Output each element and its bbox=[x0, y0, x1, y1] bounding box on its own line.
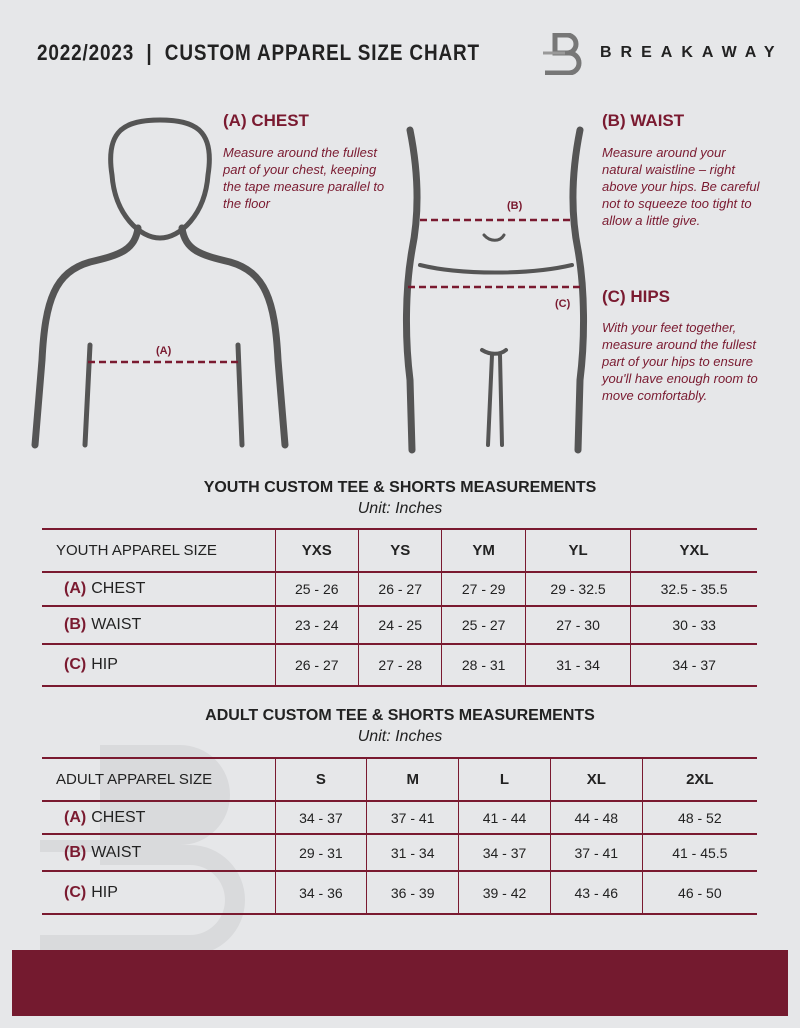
waist-marker: (B) bbox=[507, 200, 523, 212]
brand-name: BREAKAWAY bbox=[600, 44, 784, 61]
row-label: HIP bbox=[91, 656, 118, 673]
row-tag: (A) bbox=[64, 580, 87, 597]
header-cell: ADULT APPAREL SIZE bbox=[42, 757, 275, 802]
table-row: (C) HIP 34 - 36 36 - 39 39 - 42 43 - 46 46 - 5… bbox=[42, 870, 757, 915]
body-diagrams bbox=[31, 117, 588, 454]
size-cell: YM bbox=[441, 528, 526, 573]
value-cell: 24 - 25 bbox=[357, 605, 442, 645]
waist-instructions: Measure around your natural waistline – … bbox=[602, 145, 760, 228]
size-cell: 2XL bbox=[641, 757, 757, 802]
waist-heading: (B) WAIST bbox=[602, 111, 685, 130]
value-cell: 34 - 36 bbox=[274, 870, 367, 915]
value-cell: 43 - 46 bbox=[549, 870, 643, 915]
row-label: WAIST bbox=[91, 843, 142, 861]
adult-table-title: ADULT CUSTOM TEE & SHORTS MEASUREMENTS bbox=[205, 707, 595, 724]
row-tag: (C) bbox=[64, 656, 87, 673]
value-cell: 25 - 26 bbox=[274, 571, 359, 607]
size-cell: S bbox=[274, 757, 367, 802]
adult-size-table: ADULT APPAREL SIZE S M L XL 2XL (A) CHEST… bbox=[42, 757, 757, 915]
value-cell: 32.5 - 35.5 bbox=[630, 571, 757, 607]
value-cell: 41 - 45.5 bbox=[641, 833, 757, 872]
value-cell: 25 - 27 bbox=[441, 605, 526, 645]
size-cell: L bbox=[458, 757, 551, 802]
value-cell: 41 - 44 bbox=[458, 800, 551, 835]
size-cell: YXS bbox=[274, 528, 359, 573]
table-row: (B) WAIST 23 - 24 24 - 25 25 - 27 27 - 30 30 -… bbox=[42, 605, 757, 645]
size-cell: M bbox=[366, 757, 459, 802]
value-cell: 23 - 24 bbox=[274, 605, 359, 645]
table-header-row: ADULT APPAREL SIZE S M L XL 2XL bbox=[42, 757, 757, 802]
row-tag: (A) bbox=[64, 808, 87, 826]
footer-bar bbox=[12, 950, 788, 1016]
value-cell: 29 - 32.5 bbox=[524, 571, 631, 607]
size-cell: YL bbox=[524, 528, 631, 573]
value-cell: 27 - 28 bbox=[357, 643, 442, 687]
hips-heading: (C) HIPS bbox=[602, 287, 670, 306]
table-header-row: YOUTH APPAREL SIZE YXS YS YM YL YXL bbox=[42, 528, 757, 573]
row-tag: (B) bbox=[64, 843, 87, 861]
table-row: (C) HIP 26 - 27 27 - 28 28 - 31 31 - 34 34 - 3… bbox=[42, 643, 757, 687]
value-cell: 39 - 42 bbox=[458, 870, 551, 915]
lower-body-figure bbox=[402, 126, 588, 454]
row-label: WAIST bbox=[91, 616, 142, 633]
value-cell: 34 - 37 bbox=[458, 833, 551, 872]
value-cell: 28 - 31 bbox=[441, 643, 526, 687]
chest-marker: (A) bbox=[156, 345, 172, 357]
breakaway-logo-icon bbox=[543, 33, 582, 75]
value-cell: 27 - 29 bbox=[441, 571, 526, 607]
size-cell: YS bbox=[357, 528, 442, 573]
row-tag: (C) bbox=[64, 883, 87, 901]
size-cell: YXL bbox=[630, 528, 757, 573]
upper-body-figure bbox=[31, 117, 289, 449]
hips-marker: (C) bbox=[555, 298, 571, 310]
value-cell: 30 - 33 bbox=[630, 605, 757, 645]
youth-table-unit: Unit: Inches bbox=[357, 500, 443, 517]
hips-instructions: With your feet together, measure around … bbox=[602, 320, 758, 403]
value-cell: 26 - 27 bbox=[357, 571, 442, 607]
youth-table-title: YOUTH CUSTOM TEE & SHORTS MEASUREMENTS bbox=[203, 479, 597, 496]
chest-heading: (A) CHEST bbox=[223, 111, 309, 130]
value-cell: 27 - 30 bbox=[524, 605, 631, 645]
value-cell: 29 - 31 bbox=[274, 833, 367, 872]
row-label: CHEST bbox=[91, 808, 146, 826]
value-cell: 44 - 48 bbox=[549, 800, 643, 835]
value-cell: 34 - 37 bbox=[274, 800, 367, 835]
value-cell: 34 - 37 bbox=[630, 643, 757, 687]
value-cell: 36 - 39 bbox=[366, 870, 459, 915]
value-cell: 48 - 52 bbox=[641, 800, 757, 835]
value-cell: 31 - 34 bbox=[366, 833, 459, 872]
header-cell: YOUTH APPAREL SIZE bbox=[42, 528, 275, 573]
row-tag: (B) bbox=[64, 616, 87, 633]
value-cell: 37 - 41 bbox=[366, 800, 459, 835]
value-cell: 31 - 34 bbox=[524, 643, 631, 687]
chest-instructions: Measure around the fullest part of your … bbox=[223, 145, 385, 211]
value-cell: 46 - 50 bbox=[641, 870, 757, 915]
table-row: (B) WAIST 29 - 31 31 - 34 34 - 37 37 - 41 41 -… bbox=[42, 833, 757, 872]
table-row: (A) CHEST 34 - 37 37 - 41 41 - 44 44 - 48 48 -… bbox=[42, 800, 757, 835]
youth-size-table: YOUTH APPAREL SIZE YXS YS YM YL YXL (A) C… bbox=[42, 528, 757, 687]
page-title: 2022/2023 | CUSTOM APPAREL SIZE CHART bbox=[37, 40, 480, 65]
value-cell: 26 - 27 bbox=[274, 643, 359, 687]
row-label: CHEST bbox=[91, 580, 146, 597]
size-cell: XL bbox=[549, 757, 643, 802]
adult-table-unit: Unit: Inches bbox=[357, 728, 443, 745]
value-cell: 37 - 41 bbox=[549, 833, 643, 872]
row-label: HIP bbox=[91, 883, 118, 901]
table-row: (A) CHEST 25 - 26 26 - 27 27 - 29 29 - 32.5 32… bbox=[42, 571, 757, 607]
